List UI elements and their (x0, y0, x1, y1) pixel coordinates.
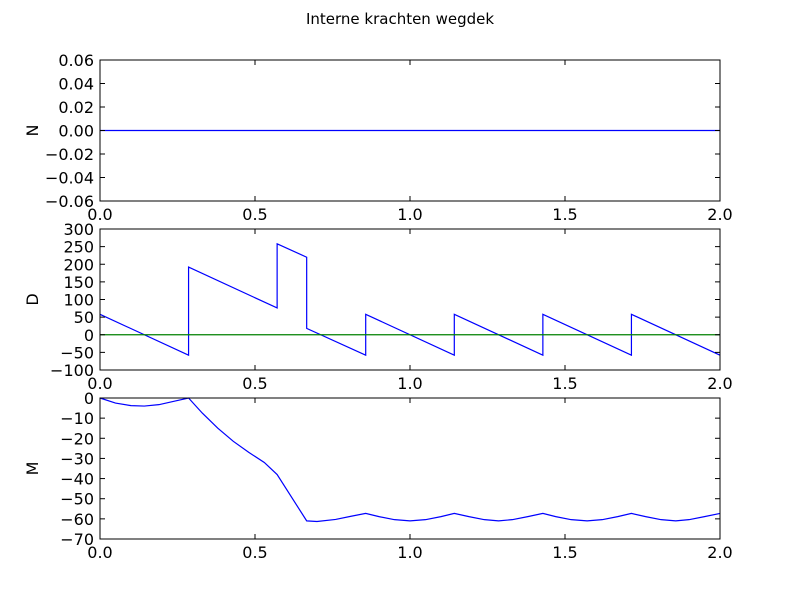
subplot-m: 0.0 0.5 1.0 1.5 2.0 0−10−20−30 −40−50−60−70 M (23, 389, 733, 562)
subplot-d: 0.0 0.5 1.0 1.5 2.0 300250200150100500−50−100… (23, 220, 733, 393)
axes-frame-d (99, 228, 721, 371)
x-tick-label: 0.0 (87, 543, 112, 562)
y-tick-label: 50 (74, 308, 94, 327)
x-tick-label: 2.0 (707, 374, 732, 393)
x-tick-label: 1.5 (552, 374, 577, 393)
y-tick-label: −0.02 (45, 145, 94, 164)
y-tick-label: −10 (60, 409, 94, 428)
y-tick-label: −100 (50, 361, 94, 380)
series-line-m-0 (99, 397, 721, 523)
x-tick-label: 0.5 (242, 543, 267, 562)
x-tick-label: 0.0 (87, 205, 112, 224)
y-tick-label: 150 (63, 273, 94, 292)
y-axis-label-n: N (23, 125, 42, 137)
y-tick-label: −40 (60, 470, 94, 489)
y-axis-label-d: D (23, 293, 42, 305)
y-tick-label: −30 (60, 449, 94, 468)
x-tick-label: 1.0 (397, 205, 422, 224)
y-tick-label: −0.06 (45, 192, 94, 211)
y-tick-label: 0.00 (58, 122, 94, 141)
y-tick-label: 100 (63, 291, 94, 310)
y-tick-label: −20 (60, 429, 94, 448)
figure-title: Interne krachten wegdek (306, 10, 494, 28)
x-tick-label: 2.0 (707, 205, 732, 224)
y-tick-label: −0.04 (45, 169, 94, 188)
x-tick-label: 0.5 (242, 205, 267, 224)
series-line-d-0 (99, 242, 721, 357)
y-tick-label: −50 (60, 490, 94, 509)
y-tick-label: −50 (60, 343, 94, 362)
x-tick-label: 1.5 (552, 205, 577, 224)
subplot-n: 0.0 0.5 1.0 1.5 2.0 0.06 0.04 0.02 0.00 −0.02 −0.0… (23, 51, 733, 224)
y-tick-label: 0.04 (58, 75, 94, 94)
subplot-panels: 0.0 0.5 1.0 1.5 2.00.060.040.020.00−0.02−0.0… (23, 51, 733, 562)
y-tick-label: 300 (63, 220, 94, 239)
y-tick-label: −70 (60, 530, 94, 549)
x-tick-label: 1.5 (552, 543, 577, 562)
x-tick-label: 0.0 (87, 374, 112, 393)
y-tick-label: 0.02 (58, 98, 94, 117)
y-tick-label: −60 (60, 510, 94, 529)
y-tick-label: 0 (84, 326, 94, 345)
axes-frame-m (99, 397, 721, 540)
x-tick-label: 1.0 (397, 374, 422, 393)
y-tick-label: 250 (63, 238, 94, 257)
y-tick-label: 0 (84, 389, 94, 408)
y-tick-label: 0.06 (58, 51, 94, 70)
x-tick-label: 1.0 (397, 543, 422, 562)
y-axis-label-m: M (23, 462, 42, 476)
y-tick-label: 200 (63, 255, 94, 274)
x-tick-label: 0.5 (242, 374, 267, 393)
x-tick-label: 2.0 (707, 543, 732, 562)
